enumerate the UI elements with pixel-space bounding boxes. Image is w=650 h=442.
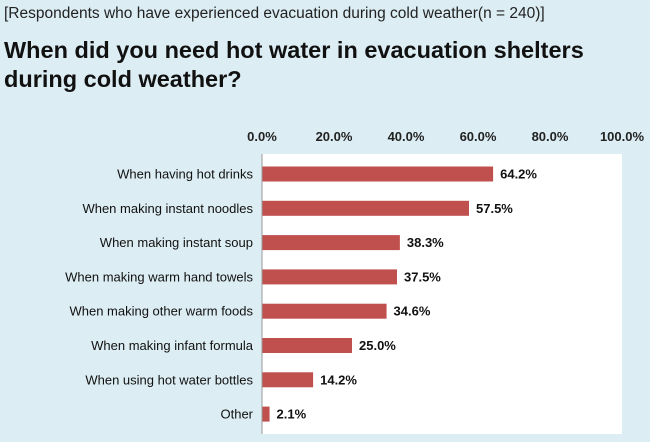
x-tick-label: 80.0% bbox=[532, 129, 569, 144]
category-label: Other bbox=[220, 407, 253, 422]
category-label: When making warm hand towels bbox=[65, 269, 253, 284]
x-tick-label: 100.0% bbox=[600, 129, 645, 144]
category-label: When using hot water bottles bbox=[85, 372, 253, 387]
chart-title: When did you need hot water in evacuatio… bbox=[4, 37, 584, 92]
value-label: 57.5% bbox=[476, 201, 513, 216]
x-tick-label: 60.0% bbox=[460, 129, 497, 144]
x-axis-ticks: 0.0% 20.0% 40.0% 60.0% 80.0% 100.0% bbox=[247, 129, 644, 144]
bar bbox=[262, 269, 397, 285]
category-label: When making instant noodles bbox=[82, 201, 253, 216]
bar bbox=[262, 372, 314, 388]
x-tick-label: 0.0% bbox=[247, 129, 277, 144]
value-label: 37.5% bbox=[404, 269, 441, 284]
category-label: When having hot drinks bbox=[117, 167, 253, 182]
chart-subtitle: [Respondents who have experienced evacua… bbox=[4, 5, 545, 22]
value-label: 64.2% bbox=[500, 167, 537, 182]
plot-area bbox=[262, 154, 622, 434]
value-label: 2.1% bbox=[277, 407, 307, 422]
bar bbox=[262, 338, 352, 353]
bar bbox=[262, 200, 469, 216]
value-label: 25.0% bbox=[359, 338, 396, 353]
category-label: When making infant formula bbox=[91, 338, 254, 353]
bar bbox=[262, 303, 387, 319]
value-label: 38.3% bbox=[407, 235, 444, 250]
category-label: When making instant soup bbox=[100, 235, 253, 250]
bar bbox=[262, 406, 270, 422]
value-label: 34.6% bbox=[394, 304, 431, 319]
bars: When having hot drinks 64.2% When making i… bbox=[65, 166, 537, 422]
value-label: 14.2% bbox=[320, 372, 357, 387]
x-tick-label: 20.0% bbox=[316, 129, 353, 144]
category-label: When making other warm foods bbox=[69, 304, 253, 319]
x-tick-label: 40.0% bbox=[388, 129, 425, 144]
bar bbox=[262, 235, 400, 251]
bar bbox=[262, 166, 494, 182]
